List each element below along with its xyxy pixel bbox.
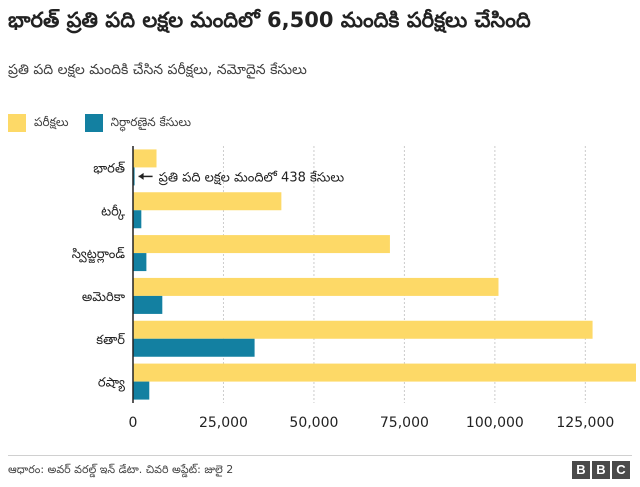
legend-item-cases: నిర్ధారణైన కేసులు [84,114,192,132]
legend-label-cases: నిర్ధారణైన కేసులు [110,114,192,129]
bbc-logo-letter: C [612,461,630,479]
bar-tests [133,149,157,168]
footer-divider [8,455,632,456]
x-tick-label: 25,000 [199,415,248,431]
x-tick-label: 100,000 [466,415,524,431]
category-label: కతార్ [96,333,125,348]
bar-chart: భారత్ టర్కీ స్విట్జర్లాండ్ అమెరికా కతార్ రష్య… [72,146,636,431]
bar-tests [133,235,390,254]
x-tick-label: 125,000 [556,415,614,431]
source-note: ఆధారం: అవర్ వరల్డ్ ఇన్ డేటా. చివరి అప్డే… [8,463,234,476]
legend-swatch-tests [8,114,26,132]
category-label: టర్కీ [101,204,126,220]
annotation-label: ప్రతి పది లక్షల మందిలో 438 కేసులు [158,170,345,185]
category-label: అమెరికా [82,290,126,305]
category-label: రష్యా [98,376,125,393]
bar-cases [133,210,142,229]
annotation-arrowhead [138,172,144,180]
category-label: స్విట్జర్లాండ్ [72,247,126,264]
bar-tests [133,277,499,296]
bar-tests [133,192,282,211]
bar-cases [133,253,147,272]
legend-item-tests: పరీక్షలు [8,114,69,132]
legend-swatch-cases [84,114,103,132]
chart-legend: పరీక్షలు నిర్ధారణైన కేసులు [8,114,207,132]
bbc-logo: B B C [570,461,630,479]
bar-cases [133,167,135,186]
bar-cases [133,295,163,314]
x-tick-label: 50,000 [289,415,338,431]
bar-cases [133,381,150,400]
x-tick-label: 75,000 [380,415,429,431]
category-label: భారత్ [93,161,126,176]
bbc-logo-letter: B [572,461,590,479]
legend-label-tests: పరీక్షలు [34,114,69,129]
chart-subtitle: ప్రతి పది లక్షల మందికి చేసిన పరీక్షలు, న… [8,62,307,78]
bar-cases [133,338,255,357]
x-tick-label: 0 [129,415,138,431]
bar-tests [133,363,636,382]
chart-title: భారత్ ప్రతి పది లక్షల మందిలో 6,500 మందిక… [8,8,531,32]
bar-tests [133,320,593,339]
bbc-logo-letter: B [592,461,610,479]
